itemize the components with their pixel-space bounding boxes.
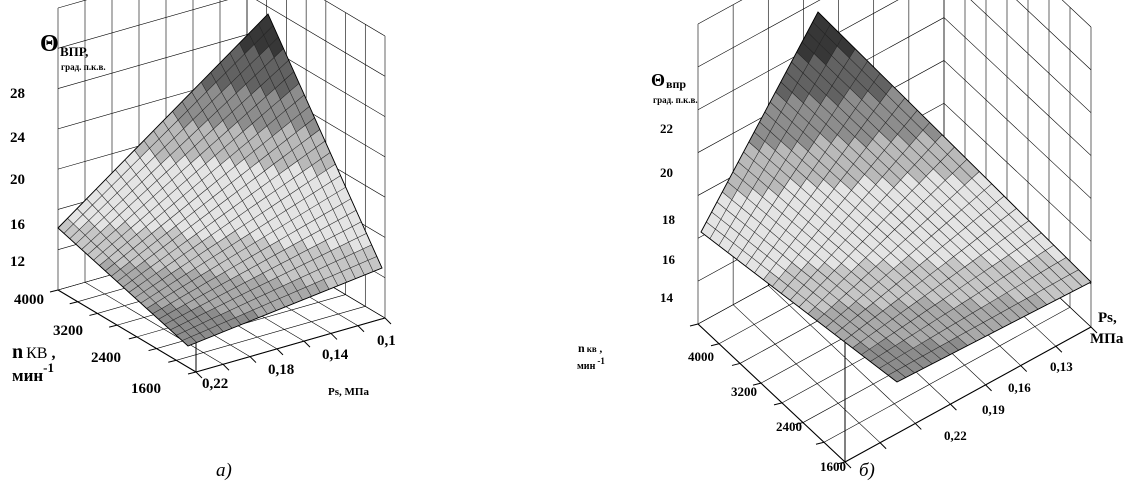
chart-b-y-tick: 2400 — [776, 419, 802, 434]
chart-a-y-tick: 3200 — [53, 323, 83, 339]
chart-a-mesh — [57, 13, 383, 347]
chart-b-y-name: n кв , — [578, 341, 602, 355]
chart-b-z-label: Θ впр град. п.к.в. — [651, 70, 698, 105]
chart-b-y-tick: 1600 — [820, 459, 846, 474]
chart-b-y-units: мин -1 — [577, 356, 605, 372]
chart-b-x-tick: 0,22 — [944, 428, 967, 443]
chart-a-y-tick: 1600 — [131, 381, 161, 397]
chart-a-x-tick: 0,14 — [322, 347, 349, 363]
chart-b-x-name: Ps, — [1098, 310, 1117, 326]
chart-a-y-tick: 2400 — [91, 350, 121, 366]
chart-b-mesh — [700, 11, 1092, 383]
chart-b-y-label: n кв , мин -1 — [577, 341, 605, 372]
theta-symbol: Θ — [40, 31, 59, 57]
chart-b-y-tick: 3200 — [731, 384, 757, 399]
chart-a-x-tick: 0,1 — [377, 333, 396, 349]
chart-a-z-tick: 20 — [10, 172, 25, 188]
chart-a-x-tick: 0,22 — [202, 376, 228, 392]
chart-b-z-tick: 18 — [662, 212, 676, 227]
chart-a-y-units: мин-1 — [12, 360, 54, 385]
chart-b-x-tick: 0,16 — [1008, 380, 1031, 395]
chart-b-x-tick: 0,19 — [982, 402, 1005, 417]
chart-a-z-tick: 28 — [10, 86, 25, 102]
chart-b: 14 16 18 20 22 4000 3200 2400 1600 0,13 … — [577, 0, 1124, 481]
chart-a-y-label: n КВ , мин-1 — [12, 341, 55, 385]
chart-a-z-sub: ВПР, — [60, 44, 88, 59]
chart-a-z-units: град. п.к.в. — [61, 62, 106, 72]
chart-a-y-tick: 4000 — [14, 292, 44, 308]
chart-b-caption: б) — [859, 460, 875, 481]
chart-b-y-tick: 4000 — [688, 349, 714, 364]
chart-b-z-units: град. п.к.в. — [653, 95, 698, 105]
chart-a-z-tick: 24 — [10, 130, 26, 146]
chart-b-x-tick: 0,13 — [1050, 359, 1073, 374]
chart-a-z-tick: 12 — [10, 254, 25, 270]
chart-b-surface — [701, 12, 1091, 382]
chart-b-z-tick: 14 — [660, 290, 674, 305]
chart-a: 12 16 20 24 28 4000 3200 2400 1600 0,22 … — [10, 0, 396, 481]
chart-a-x-tick: 0,18 — [268, 362, 294, 378]
chart-b-x-units: МПа — [1090, 331, 1124, 347]
chart-a-z-label: Θ ВПР, град. п.к.в. — [40, 31, 106, 72]
chart-a-surface — [58, 14, 382, 346]
chart-a-caption: а) — [216, 460, 232, 481]
chart-b-z-tick: 20 — [660, 165, 673, 180]
chart-b-z-tick: 16 — [662, 252, 676, 267]
chart-b-z-sub: впр — [666, 77, 686, 91]
chart-b-z-tick: 22 — [660, 121, 673, 136]
theta-symbol: Θ — [651, 70, 665, 90]
chart-a-z-tick: 16 — [10, 217, 26, 233]
chart-b-x-label: Ps, МПа — [1090, 310, 1124, 347]
chart-a-y-name: n КВ , — [12, 341, 55, 363]
chart-a-x-label: Ps, МПа — [328, 386, 369, 398]
